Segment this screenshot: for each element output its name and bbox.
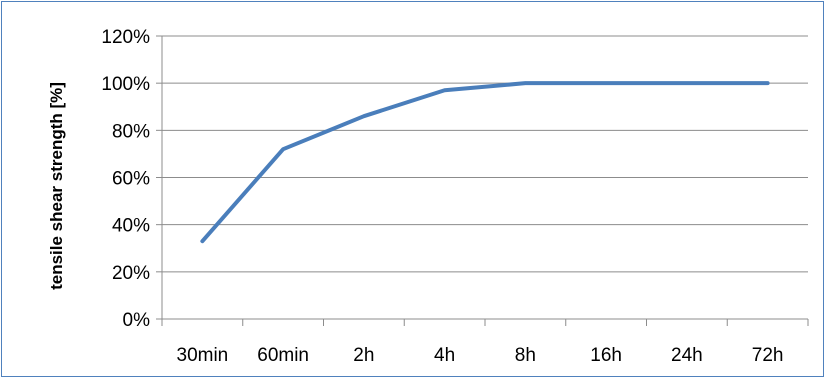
y-tick-label: 20% [112,263,150,284]
y-axis-title: tensile shear strength [%] [47,82,66,290]
x-tick-label: 60min [257,345,309,366]
x-tick-label: 4h [434,345,455,366]
x-tick-label: 16h [590,345,622,366]
x-tick-label: 30min [177,345,229,366]
x-tick-label: 24h [671,345,703,366]
y-tick-label: 0% [123,310,151,331]
x-tick-label: 2h [353,345,374,366]
axes [156,35,809,326]
y-tick-labels: 0% 20% 40% 60% 80% 100% 120% [101,27,150,331]
x-tick-label: 72h [752,345,784,366]
x-tick-label: 8h [515,345,536,366]
series-line-0 [200,81,770,244]
y-tick-label: 80% [112,121,150,142]
y-tick-label: 40% [112,216,150,237]
y-tick-label: 120% [101,27,150,48]
gridlines [162,35,808,273]
y-tick-label: 60% [112,169,150,190]
x-tick-labels: 30min 60min 2h 4h 8h 16h 24h 72h [177,345,784,366]
series-lines [200,81,770,244]
y-tick-label: 100% [101,74,150,95]
